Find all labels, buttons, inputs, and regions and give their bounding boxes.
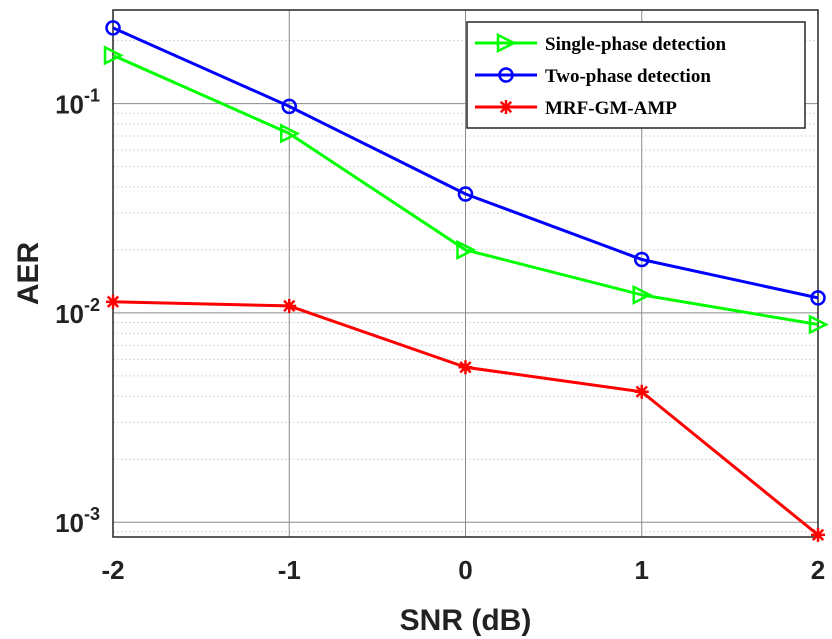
triangle-marker [808, 314, 829, 335]
x-tick-label: 2 [811, 555, 825, 585]
asterisk-marker [811, 527, 825, 542]
y-tick-label: 10-2 [55, 295, 100, 329]
circle-marker [105, 20, 121, 36]
y-tick-label: 10-1 [55, 86, 100, 120]
triangle-marker [280, 123, 301, 144]
circle-marker [634, 251, 650, 268]
series-layer [103, 20, 829, 542]
asterisk-stroke [811, 528, 825, 542]
grid [112, 10, 819, 537]
asterisk-marker [458, 360, 473, 375]
tick-labels: -2 -1 0 1 2 10-1 10-2 10-3 [55, 86, 825, 585]
triangle-marker [632, 284, 653, 305]
asterisk-marker [106, 294, 120, 309]
x-tick-label: 0 [458, 555, 472, 585]
triangle-marker [103, 45, 124, 66]
x-tick-label: -1 [278, 555, 301, 585]
x-tick-label: 1 [635, 555, 649, 585]
series-two-phase-detection [105, 20, 826, 306]
circle-marker [457, 186, 474, 202]
y-axis-label: AER [12, 241, 45, 305]
asterisk-stroke [635, 385, 648, 398]
asterisk-marker [499, 100, 513, 114]
circle-marker [498, 67, 514, 83]
legend-label: MRF-GM-AMP [545, 98, 677, 119]
asterisk-stroke [499, 100, 513, 114]
legend-label: Single-phase detection [545, 34, 726, 55]
asterisk-stroke [106, 295, 120, 308]
legend: Single-phase detection Two-phase detectio… [466, 21, 806, 129]
legend-entry: MRF-GM-AMP [475, 98, 677, 119]
circle-marker [810, 290, 826, 306]
asterisk-marker [282, 298, 297, 313]
series-mrf-gm-amp [106, 294, 825, 542]
x-axis-label: SNR (dB) [400, 604, 532, 637]
asterisk-stroke [283, 299, 296, 313]
legend-label: Two-phase detection [545, 66, 711, 87]
legend-entry: Two-phase detection [475, 66, 711, 87]
asterisk-stroke [459, 361, 472, 374]
series-single-phase-detection [103, 45, 829, 335]
triangle-marker [496, 32, 517, 54]
y-tick-label: 10-3 [55, 504, 100, 538]
triangle-marker [456, 239, 477, 260]
x-tick-label: -2 [101, 555, 124, 585]
series-line [112, 53, 819, 327]
circle-marker [281, 98, 297, 115]
plot-area [112, 9, 819, 538]
legend-entry: Single-phase detection [475, 32, 726, 55]
series-line [112, 26, 819, 300]
asterisk-marker [634, 384, 649, 399]
